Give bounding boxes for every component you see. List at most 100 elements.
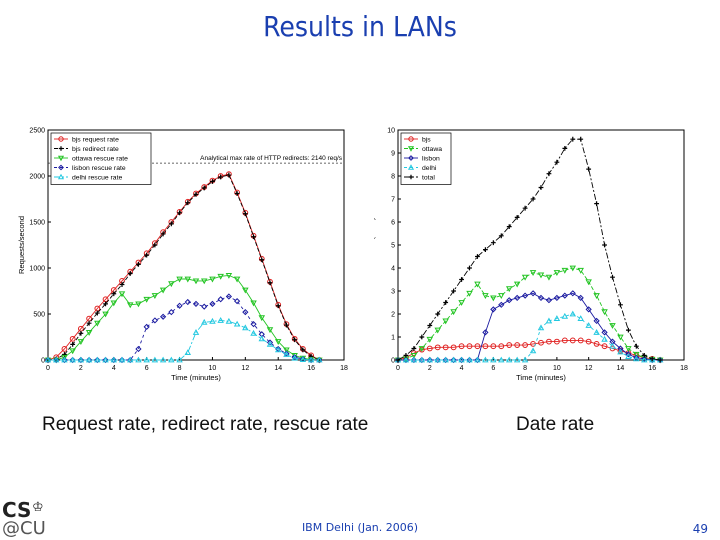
chart1-data-point bbox=[561, 267, 569, 274]
chart0-data-point bbox=[177, 210, 182, 216]
chart1-ytick-label: 3 bbox=[391, 289, 395, 296]
chart0-data-point bbox=[266, 339, 274, 346]
chart1-data-point bbox=[569, 337, 576, 344]
chart1-data-point bbox=[593, 328, 600, 335]
chart1-xtick-label: 8 bbox=[523, 365, 527, 372]
chart1-data-point bbox=[569, 310, 577, 317]
chart0-data-point bbox=[94, 320, 101, 327]
chart0-data-point bbox=[168, 309, 175, 316]
chart1-data-point bbox=[498, 301, 505, 308]
chart0-data-point bbox=[266, 327, 274, 334]
chart1-data-point bbox=[482, 329, 489, 336]
chart1-xtick-label: 0 bbox=[396, 365, 400, 372]
logo-text-bottom: @CU bbox=[2, 518, 46, 539]
chart0-data-point bbox=[217, 296, 224, 303]
chart0-xtick-label: 12 bbox=[241, 365, 249, 372]
chart1-series-4 bbox=[395, 136, 663, 363]
chart0-data-point bbox=[242, 309, 249, 316]
chart0-data-point bbox=[233, 276, 241, 283]
chart1-data-point bbox=[521, 356, 529, 363]
chart1-data-point bbox=[554, 159, 560, 165]
chart1-data-point bbox=[450, 309, 457, 316]
chart1-data-point bbox=[490, 306, 497, 313]
chart1-legend-label: total bbox=[422, 175, 435, 182]
chart1-ytick-label: 2 bbox=[391, 312, 395, 319]
chart0-data-point bbox=[110, 356, 118, 363]
footer-text: IBM Delhi (Jan. 2006) bbox=[301, 521, 419, 534]
chart1-data-point bbox=[633, 354, 640, 361]
chart1-data-point bbox=[482, 343, 489, 350]
chart0-data-point bbox=[258, 315, 266, 322]
chart1-data-point bbox=[529, 290, 537, 297]
chart1-data-point bbox=[594, 201, 600, 206]
chart1-data-point bbox=[450, 356, 457, 363]
chart1-data-point bbox=[529, 347, 537, 354]
chart0-data-point bbox=[136, 261, 141, 267]
chart1-xtick-label: 2 bbox=[428, 365, 432, 372]
chart1-data-point bbox=[475, 254, 480, 259]
chart1-data-point bbox=[458, 356, 465, 363]
chart1-data-point bbox=[458, 343, 465, 350]
chart1-xtick-label: 4 bbox=[460, 365, 464, 372]
chart0-data-point bbox=[217, 317, 224, 323]
chart0-data-point bbox=[69, 356, 76, 363]
chart1-data-point bbox=[418, 356, 426, 363]
chart0-legend-label: ottawa rescue rate bbox=[72, 156, 128, 163]
chart1-data-point bbox=[641, 355, 648, 362]
chart0-data-point bbox=[234, 191, 240, 196]
chart0-legend-marker bbox=[57, 173, 65, 180]
chart0-data-point bbox=[69, 335, 76, 342]
chart0-xtick-label: 10 bbox=[209, 365, 217, 372]
chart1-data-point bbox=[617, 334, 624, 341]
chart1-data-point bbox=[538, 339, 544, 346]
chart0-data-point bbox=[160, 313, 167, 320]
chart0-data-point bbox=[159, 356, 167, 363]
chart0-data-point bbox=[135, 345, 142, 353]
chart0-data-point bbox=[119, 282, 125, 287]
chart1-data-point bbox=[561, 292, 568, 299]
chart1-data-point bbox=[618, 302, 623, 308]
chart1-series-line bbox=[397, 267, 661, 361]
chart0-data-point bbox=[160, 231, 166, 237]
chart1-data-point bbox=[546, 171, 552, 177]
chart0-data-point bbox=[226, 172, 232, 178]
chart0-data-point bbox=[234, 298, 241, 305]
slide-title: Results in LANs bbox=[263, 10, 457, 43]
chart1-data-point bbox=[553, 315, 561, 322]
chart1-data-point bbox=[545, 317, 553, 324]
chart1-data-point bbox=[419, 334, 425, 340]
chart0-data-point bbox=[201, 303, 208, 310]
chart1-data-point bbox=[537, 294, 545, 302]
chart1-data-point bbox=[513, 281, 521, 288]
chart1-data-point bbox=[609, 342, 616, 349]
chart1-data-point bbox=[537, 324, 545, 331]
chart0-legend-box bbox=[50, 132, 152, 185]
chart1-data-point bbox=[625, 327, 631, 333]
chart1-data-point bbox=[522, 292, 529, 299]
chart1-ytick-label: 8 bbox=[391, 174, 395, 181]
chart1-ytick-label: 10 bbox=[387, 128, 395, 135]
chart1-series-line bbox=[397, 339, 661, 361]
chart0-xtick-label: 4 bbox=[112, 365, 116, 372]
chart0-data-point bbox=[291, 354, 298, 361]
chart1-data-point bbox=[482, 356, 489, 363]
chart0-data-point bbox=[151, 356, 159, 363]
chart1-data-point bbox=[577, 337, 584, 344]
chart1-data-point bbox=[625, 346, 632, 352]
chart0-data-point bbox=[210, 179, 215, 184]
chart0-data-point bbox=[151, 293, 159, 300]
chart0-series-1 bbox=[45, 172, 322, 363]
chart1-xtick-label: 14 bbox=[617, 365, 625, 372]
chart0-data-point bbox=[250, 300, 257, 307]
chart0-xtick-label: 6 bbox=[145, 365, 149, 372]
chart0-data-point bbox=[266, 340, 274, 347]
chart0-data-point bbox=[258, 335, 266, 342]
chart1-series-1 bbox=[394, 265, 664, 364]
chart1-data-point bbox=[506, 342, 513, 348]
chart0-data-point bbox=[292, 337, 298, 343]
chart1-data-point bbox=[585, 322, 592, 328]
chart0-data-point bbox=[152, 242, 158, 248]
chart0-data-point bbox=[110, 300, 118, 307]
chart1-legend-marker bbox=[408, 136, 414, 142]
